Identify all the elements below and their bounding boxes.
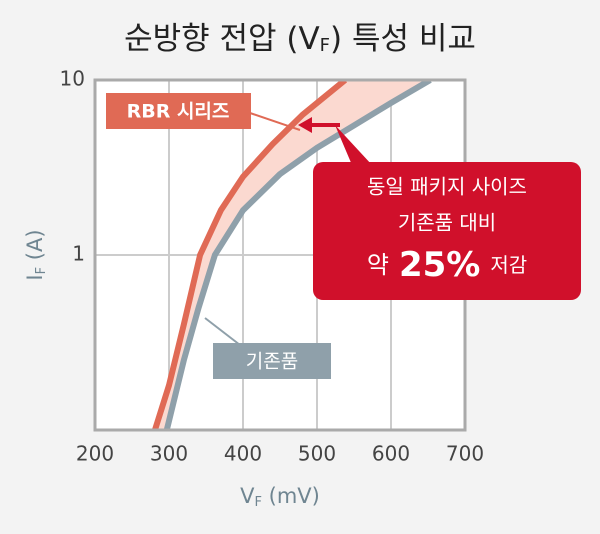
chart-title: 순방향 전압 (VF) 특성 비교: [124, 21, 476, 57]
x-tick-label: 600: [372, 442, 410, 466]
callout-text: 기존품 대비: [398, 211, 496, 235]
legend-box: [213, 343, 331, 379]
x-tick-label: 500: [298, 442, 336, 466]
x-tick-label: 300: [150, 442, 188, 466]
callout-text: 동일 패키지 사이즈: [367, 175, 527, 199]
legend-box: [106, 93, 251, 129]
callout-text: 약 25% 저감: [367, 245, 527, 285]
y-tick-label: 10: [60, 67, 85, 91]
gap-band: [154, 80, 431, 430]
series-line: [152, 80, 348, 430]
x-axis-label: VF (mV): [240, 484, 320, 510]
legend-label: RBR 시리즈: [127, 101, 230, 123]
leader-line: [204, 317, 241, 346]
arrow-head: [298, 117, 312, 133]
x-tick-label: 400: [224, 442, 262, 466]
callout-pointer: [335, 125, 372, 165]
legend-label: 기존품: [246, 351, 298, 373]
y-axis-label: IF (A): [23, 229, 49, 280]
callout-box: [313, 162, 581, 300]
y-tick-label: 1: [72, 242, 85, 266]
leader-line: [249, 112, 301, 131]
x-tick-label: 700: [446, 442, 484, 466]
series-line: [163, 80, 432, 430]
x-tick-label: 200: [76, 442, 114, 466]
